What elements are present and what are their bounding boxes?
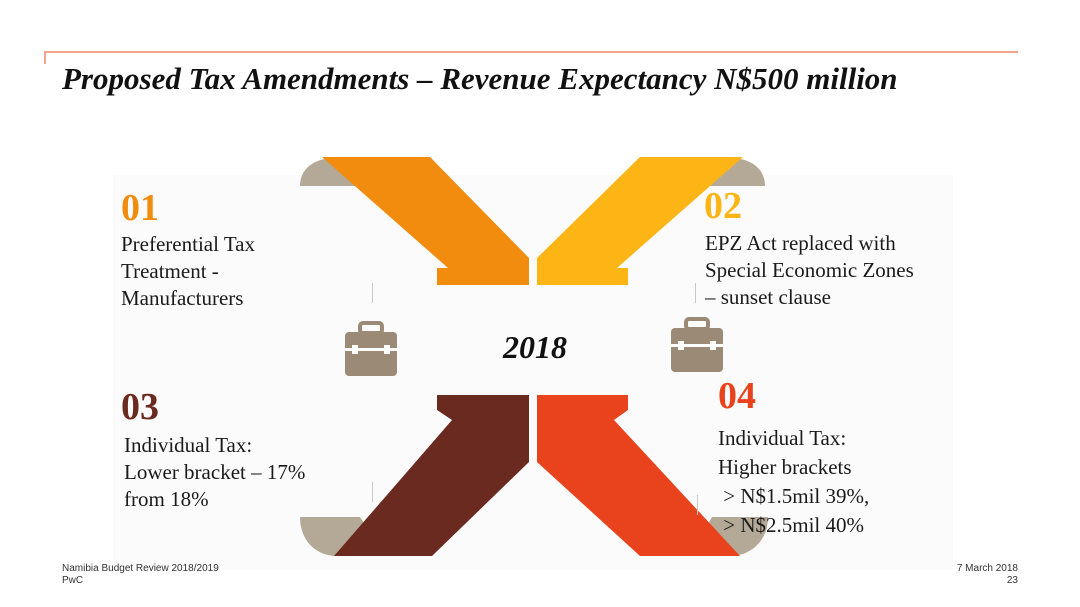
item-02-number: 02 [704, 185, 742, 227]
footer-report: Namibia Budget Review 2018/2019 [62, 563, 219, 574]
item-03-line: Individual Tax: [124, 433, 253, 457]
item-02-line: Special Economic Zones [705, 258, 914, 282]
item-02-line: EPZ Act replaced with [705, 231, 896, 255]
item-03-description: Individual Tax: Lower bracket – 17% from… [124, 432, 305, 513]
item-03-line: Lower bracket – 17% [124, 460, 306, 484]
item-01-description: Preferential Tax Treatment - Manufacture… [121, 231, 255, 312]
briefcase-icon [345, 321, 397, 376]
item-01-line: Manufacturers [121, 286, 244, 310]
content-panel [113, 175, 953, 570]
item-04-line: Individual Tax: [718, 426, 847, 450]
divider-left-bottom [372, 482, 373, 502]
item-02-description: EPZ Act replaced with Special Economic Z… [705, 230, 914, 311]
item-01-line: Preferential Tax [121, 232, 255, 256]
arrow-01 [322, 157, 529, 285]
footer-company: PwC [62, 575, 84, 586]
item-03-number: 03 [121, 386, 159, 428]
briefcase-icon [671, 317, 723, 372]
item-04-description: Individual Tax: Higher brackets > N$1.5m… [718, 424, 869, 540]
center-year-label: 2018 [503, 329, 567, 365]
item-01-number: 01 [121, 187, 159, 229]
divider-left-top [372, 283, 373, 303]
footer-date: 7 March 2018 [956, 563, 1018, 574]
item-01-line: Treatment - [121, 259, 219, 283]
item-02-line: – sunset clause [705, 285, 831, 309]
arrow-03 [334, 395, 529, 556]
arrow-02 [537, 157, 743, 285]
item-04-line: > N$2.5mil 40% [718, 513, 865, 537]
item-04-line: > N$1.5mil 39%, [718, 484, 870, 508]
top-rule [44, 51, 1018, 53]
divider-right-top [695, 283, 696, 303]
slide-title: Proposed Tax Amendments – Revenue Expect… [62, 61, 898, 96]
arrow-04 [537, 395, 740, 556]
divider-right-bottom [697, 495, 698, 515]
item-04-number: 04 [718, 375, 756, 417]
item-03-line: from 18% [124, 487, 209, 511]
item-04-line: Higher brackets [718, 455, 852, 479]
footer-page-number: 23 [1006, 575, 1018, 586]
top-rule-tick [44, 51, 46, 64]
